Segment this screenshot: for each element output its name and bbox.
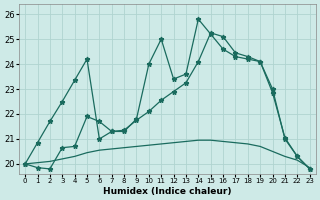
- X-axis label: Humidex (Indice chaleur): Humidex (Indice chaleur): [103, 187, 232, 196]
